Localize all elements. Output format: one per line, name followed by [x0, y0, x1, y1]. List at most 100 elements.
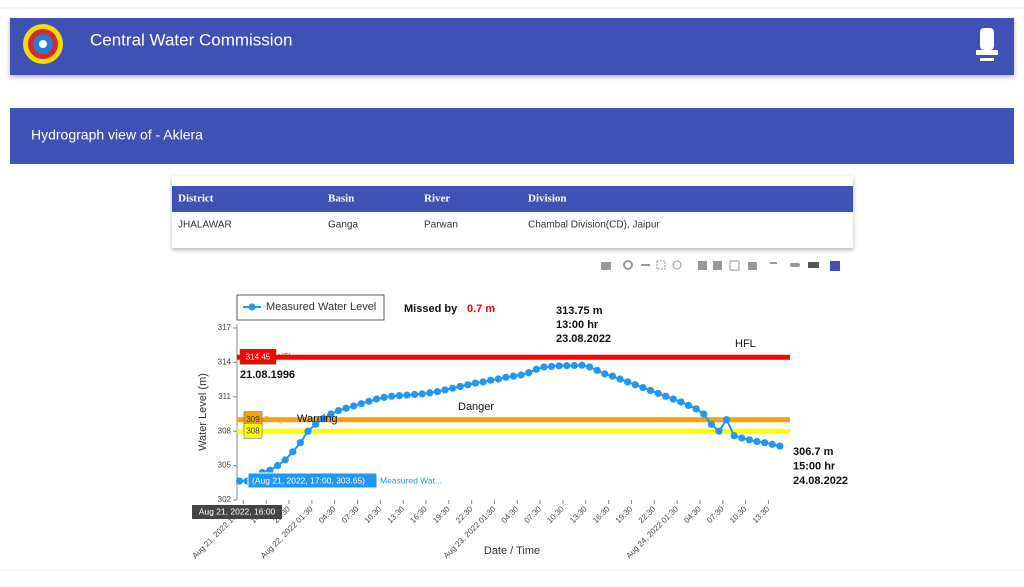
- lasso[interactable]: [672, 260, 682, 270]
- emblem: [976, 28, 998, 61]
- reference-tag: 308 Warning: [243, 422, 294, 439]
- point: [266, 466, 274, 474]
- point: [464, 381, 472, 389]
- point: [525, 369, 533, 377]
- point: [624, 378, 632, 386]
- hover-compare[interactable]: [808, 262, 819, 268]
- zoom[interactable]: [623, 260, 633, 270]
- td: Ganga: [328, 220, 358, 231]
- annotation: Missed by: [404, 303, 458, 315]
- tag-value: 314.45: [246, 352, 271, 361]
- th: District: [178, 193, 214, 205]
- reset[interactable]: [748, 262, 757, 270]
- annotation: Danger: [458, 401, 494, 413]
- y-axis-title: Water Level (m): [197, 373, 209, 451]
- annotation: 21.08.1996: [240, 369, 295, 381]
- point: [662, 392, 670, 400]
- point: [395, 392, 403, 400]
- point: [304, 427, 312, 435]
- point: [700, 410, 708, 418]
- point: [776, 442, 784, 450]
- point: [608, 372, 617, 380]
- point: [517, 371, 525, 379]
- autoscale[interactable]: [729, 260, 740, 271]
- page-title: Hydrograph view of - Aklera: [31, 127, 203, 143]
- point: [281, 456, 289, 464]
- point: [639, 384, 647, 392]
- point: [441, 386, 449, 394]
- point: [327, 410, 335, 418]
- annotation: 23.08.2022: [556, 333, 611, 345]
- zoom-out[interactable]: [713, 261, 722, 270]
- point: [479, 378, 487, 386]
- tag-name: Warning: [264, 426, 294, 435]
- point: [426, 389, 434, 397]
- point: [312, 420, 320, 428]
- point: [646, 386, 655, 395]
- point: [692, 405, 700, 413]
- point: [616, 375, 624, 383]
- header-title: Central Water Commission: [90, 30, 292, 49]
- hover-x-box: [192, 505, 282, 519]
- point: [296, 439, 305, 447]
- point: [273, 462, 282, 470]
- point: [372, 395, 381, 403]
- point: [684, 401, 693, 409]
- logo: [23, 24, 63, 64]
- zoom-in[interactable]: [698, 261, 707, 270]
- point: [502, 373, 510, 381]
- y-tick-label: 305: [218, 461, 232, 470]
- point: [593, 366, 601, 375]
- x-axis-title: Date / Time: [484, 545, 540, 557]
- td: Chambal Division(CD), Jaipur: [528, 220, 660, 231]
- point: [654, 389, 662, 397]
- annotation: 15:00 hr: [793, 460, 836, 472]
- point: [540, 363, 548, 371]
- annotation: 313.75 m: [556, 305, 603, 317]
- point: [471, 379, 480, 387]
- point: [532, 365, 540, 373]
- point: [601, 370, 609, 378]
- point: [342, 404, 350, 412]
- hover-x-text: Aug 21, 2022, 16:00: [199, 506, 276, 516]
- y-tick-label: 302: [218, 495, 232, 504]
- point: [388, 392, 396, 400]
- point: [319, 414, 327, 423]
- tag-name: Danger: [264, 415, 291, 424]
- point: [707, 420, 715, 428]
- y-tick-label: 311: [218, 392, 231, 401]
- point: [570, 361, 578, 370]
- hover-text: (Aug 21, 2022, 17:00, 303.65): [252, 475, 365, 485]
- hover-series: Measured Wat...: [380, 475, 442, 485]
- point: [456, 382, 464, 391]
- point: [745, 436, 754, 444]
- tag-box: [239, 348, 277, 365]
- select[interactable]: [656, 260, 666, 270]
- annotation: 13:00 hr: [556, 319, 599, 331]
- legend: Measured Water Level: [236, 294, 385, 321]
- point: [768, 440, 776, 448]
- point: [753, 437, 761, 446]
- point: [738, 434, 746, 442]
- hover-closest[interactable]: [790, 263, 800, 267]
- th: River: [424, 193, 450, 205]
- camera[interactable]: [601, 262, 611, 270]
- header-bar: [10, 18, 1014, 75]
- y-tick-label: 308: [218, 426, 232, 435]
- modebar[interactable]: [601, 260, 840, 271]
- pan[interactable]: [641, 264, 650, 266]
- legend-marker: [248, 303, 256, 311]
- point: [547, 362, 556, 371]
- point: [631, 381, 639, 389]
- plotly-logo[interactable]: [830, 261, 840, 271]
- reference-tag: 314.45 HFL: [239, 348, 294, 365]
- point: [357, 400, 365, 408]
- point: [403, 391, 411, 399]
- y-tick-label: 317: [218, 323, 232, 332]
- point: [487, 376, 495, 384]
- tag-box: [243, 422, 263, 439]
- legend-box: [236, 294, 385, 321]
- spike[interactable]: [770, 262, 777, 264]
- point: [761, 439, 769, 447]
- point: [586, 363, 594, 371]
